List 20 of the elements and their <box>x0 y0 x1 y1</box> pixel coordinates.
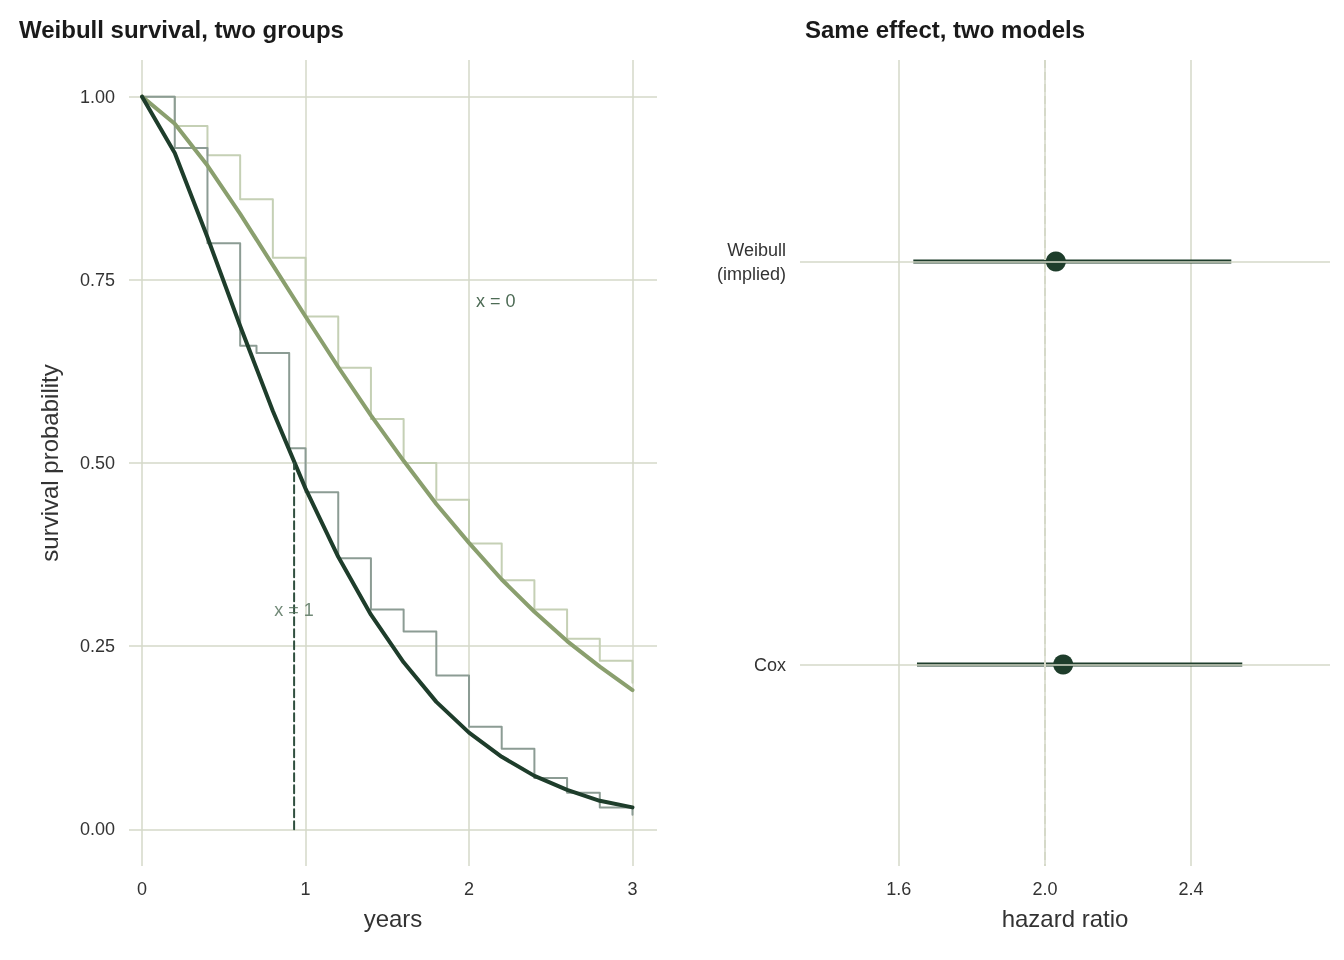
y-tick-label: 1.00 <box>79 86 115 107</box>
annotation: x = 0 <box>476 291 516 311</box>
chart-title: Weibull survival, two groups <box>19 15 344 43</box>
x-tick-label: 2.4 <box>1178 879 1204 899</box>
x-tick-label: 1 <box>300 879 311 899</box>
y-tick-label: Cox <box>753 654 786 675</box>
x-tick-label: 3 <box>627 879 638 899</box>
y-axis-title: survival probability <box>35 364 63 562</box>
y-tick-label: 0.25 <box>79 636 115 657</box>
x-tick-label: 0 <box>137 879 148 899</box>
x-axis-title: hazard ratio <box>1001 904 1129 932</box>
y-tick-label: Weibull (implied) <box>716 239 786 284</box>
x-axis-title: years <box>363 904 423 932</box>
y-tick-label: 0.50 <box>79 453 115 473</box>
chart-title: Same effect, two models <box>805 15 1086 43</box>
x-tick-label: 2 <box>464 879 475 899</box>
y-tick-label: 0.75 <box>79 269 115 290</box>
y-tick-label: 0.00 <box>79 819 115 840</box>
x-tick-label: 2.0 <box>1032 879 1058 899</box>
x-tick-label: 1.6 <box>886 879 912 899</box>
